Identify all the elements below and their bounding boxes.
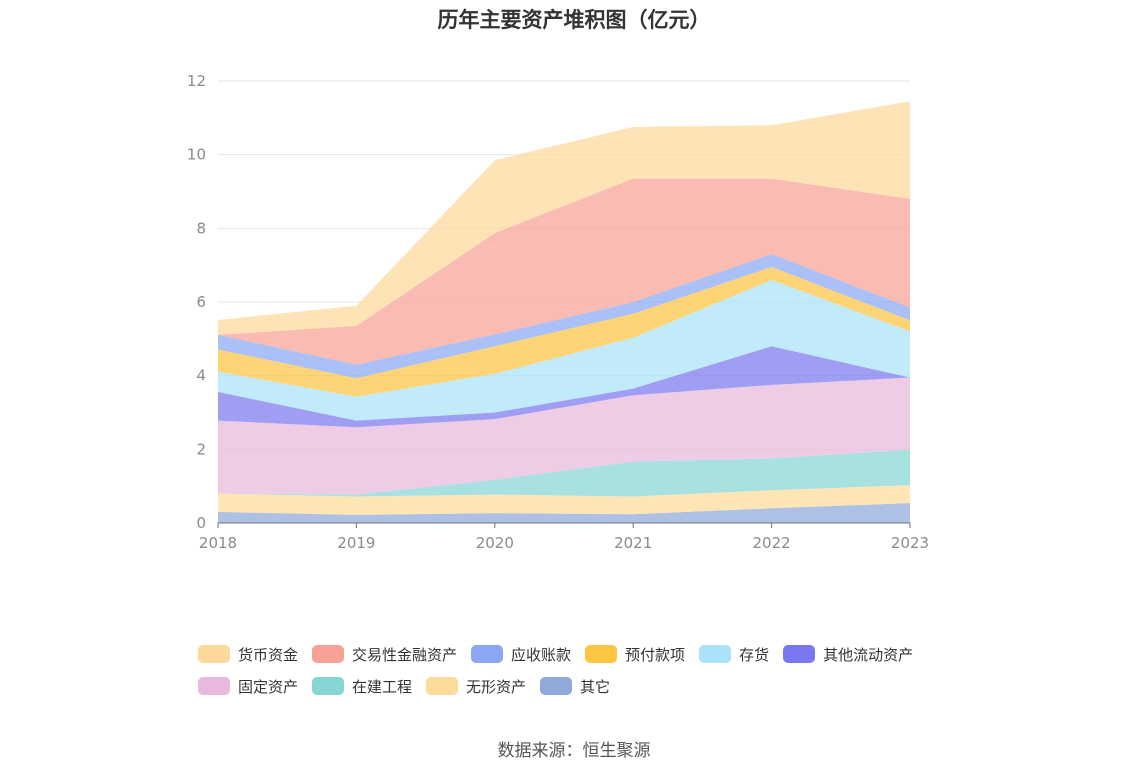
legend-label: 预付款项 bbox=[625, 645, 686, 664]
legend-item[interactable]: 存货 bbox=[699, 644, 769, 665]
legend-item[interactable]: 固定资产 bbox=[198, 676, 298, 697]
area-series bbox=[218, 178, 910, 365]
legend-swatch bbox=[540, 677, 573, 695]
x-tick-label: 2022 bbox=[753, 534, 791, 552]
stacked-area-chart: 0 2 4 6 8 10 12 2018 2019 2020 2021 2022 2023 bbox=[187, 72, 929, 552]
legend-item[interactable]: 应收账款 bbox=[471, 644, 571, 665]
legend-swatch bbox=[312, 645, 345, 663]
legend-swatch bbox=[471, 645, 504, 663]
legend-item[interactable]: 交易性金融资产 bbox=[312, 644, 457, 665]
x-tick-label: 2019 bbox=[337, 534, 375, 552]
data-source: 数据来源：恒生聚源 bbox=[497, 741, 651, 761]
area-series bbox=[218, 101, 910, 335]
y-tick-label: 4 bbox=[196, 367, 206, 385]
legend-swatch bbox=[312, 677, 345, 695]
x-tick-label: 2023 bbox=[891, 534, 929, 552]
legend-swatch bbox=[783, 645, 816, 663]
axes: 0 2 4 6 8 10 12 2018 2019 2020 2021 2022 2023 bbox=[187, 72, 929, 552]
y-tick-label: 10 bbox=[187, 146, 206, 164]
y-tick-label: 8 bbox=[196, 219, 206, 237]
area-series bbox=[218, 449, 910, 497]
area-series-group bbox=[218, 101, 910, 523]
y-tick-label: 12 bbox=[187, 72, 206, 90]
legend-item[interactable]: 其他流动资产 bbox=[783, 644, 913, 665]
x-tick-label: 2018 bbox=[199, 534, 237, 552]
legend-item[interactable]: 货币资金 bbox=[198, 644, 298, 665]
legend-label: 存货 bbox=[739, 645, 770, 664]
area-series bbox=[218, 503, 910, 523]
legend-label: 在建工程 bbox=[352, 677, 413, 696]
area-series bbox=[218, 279, 910, 421]
legend-item[interactable]: 无形资产 bbox=[426, 676, 526, 697]
y-tick-label: 6 bbox=[196, 293, 206, 311]
legend-swatch bbox=[426, 677, 459, 695]
legend-item[interactable]: 预付款项 bbox=[585, 644, 685, 665]
x-tick-label: 2020 bbox=[476, 534, 514, 552]
legend-swatch bbox=[699, 645, 732, 663]
x-tick-label: 2021 bbox=[614, 534, 652, 552]
y-tick-label: 0 bbox=[196, 514, 206, 532]
legend-item[interactable]: 在建工程 bbox=[312, 676, 412, 697]
legend-item[interactable]: 其它 bbox=[540, 676, 610, 697]
legend-swatch bbox=[198, 645, 230, 663]
legend: 货币资金 交易性金融资产 应收账款 预付款项 存货 其他流动资产 固定资产 在建工程 无形资产… bbox=[198, 638, 998, 702]
chart-title: 历年主要资产堆积图（亿元） bbox=[437, 8, 711, 32]
legend-label: 交易性金融资产 bbox=[352, 645, 458, 664]
area-series bbox=[218, 485, 910, 515]
legend-label: 固定资产 bbox=[238, 677, 299, 696]
legend-label: 无形资产 bbox=[466, 677, 527, 696]
legend-row: 固定资产 在建工程 无形资产 其它 bbox=[198, 670, 998, 702]
legend-swatch bbox=[585, 645, 618, 663]
area-series bbox=[218, 377, 910, 495]
legend-label: 货币资金 bbox=[238, 645, 299, 664]
legend-label: 其他流动资产 bbox=[823, 645, 914, 664]
y-tick-label: 2 bbox=[196, 440, 206, 458]
area-series bbox=[218, 267, 910, 397]
area-series bbox=[218, 346, 910, 428]
legend-label: 应收账款 bbox=[511, 645, 572, 664]
legend-swatch bbox=[198, 677, 230, 695]
legend-row: 货币资金 交易性金融资产 应收账款 预付款项 存货 其他流动资产 bbox=[198, 638, 998, 670]
legend-label: 其它 bbox=[580, 677, 611, 696]
